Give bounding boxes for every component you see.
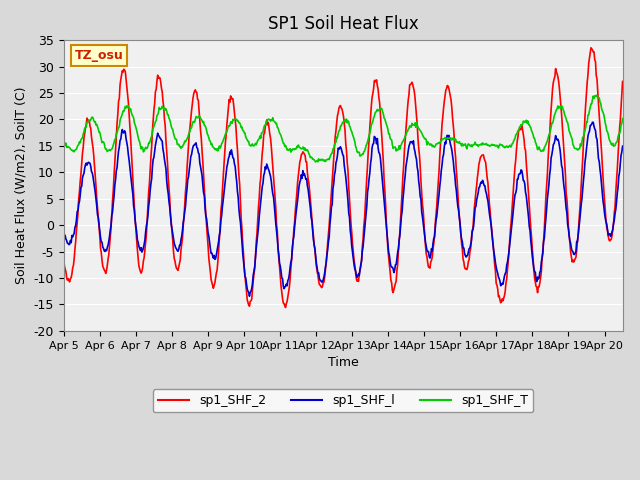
sp1_SHF_T (320, 158, 328, 164)
sp1_SHF_T (62, 140, 70, 146)
Line: sp1_SHF_2: sp1_SHF_2 (63, 48, 623, 308)
sp1_SHF_T (298, 146, 306, 152)
sp1_SHF_l (475, 185, 483, 191)
sp1_SHF_2 (320, 279, 328, 285)
Title: SP1 Soil Heat Flux: SP1 Soil Heat Flux (268, 15, 419, 33)
sp1_SHF_T (138, 144, 146, 150)
sp1_SHF_l (589, 120, 596, 125)
Line: sp1_SHF_l: sp1_SHF_l (63, 122, 623, 296)
sp1_SHF_2 (461, 266, 469, 272)
X-axis label: Time: Time (328, 356, 358, 369)
sp1_SHF_T (593, 92, 600, 98)
Legend: sp1_SHF_2, sp1_SHF_l, sp1_SHF_T: sp1_SHF_2, sp1_SHF_l, sp1_SHF_T (153, 389, 533, 412)
sp1_SHF_2 (587, 45, 595, 51)
sp1_SHF_T (475, 142, 483, 148)
sp1_SHF_2 (299, 149, 307, 155)
Text: TZ_osu: TZ_osu (75, 49, 124, 62)
sp1_SHF_l (320, 274, 328, 280)
sp1_SHF_l (461, 252, 469, 258)
sp1_SHF_2 (138, 268, 146, 274)
Line: sp1_SHF_T: sp1_SHF_T (63, 95, 623, 162)
sp1_SHF_T (60, 142, 67, 148)
sp1_SHF_l (619, 143, 627, 149)
sp1_SHF_2 (282, 305, 289, 311)
sp1_SHF_T (619, 116, 627, 121)
sp1_SHF_2 (60, 257, 67, 263)
sp1_SHF_2 (475, 161, 483, 167)
sp1_SHF_l (299, 168, 307, 174)
sp1_SHF_l (138, 249, 146, 255)
sp1_SHF_l (246, 293, 253, 299)
sp1_SHF_2 (62, 269, 70, 275)
sp1_SHF_T (312, 159, 319, 165)
sp1_SHF_2 (619, 79, 627, 84)
Y-axis label: Soil Heat Flux (W/m2), SoilT (C): Soil Heat Flux (W/m2), SoilT (C) (15, 87, 28, 284)
sp1_SHF_T (461, 141, 469, 147)
sp1_SHF_l (60, 228, 67, 233)
sp1_SHF_l (62, 236, 70, 242)
